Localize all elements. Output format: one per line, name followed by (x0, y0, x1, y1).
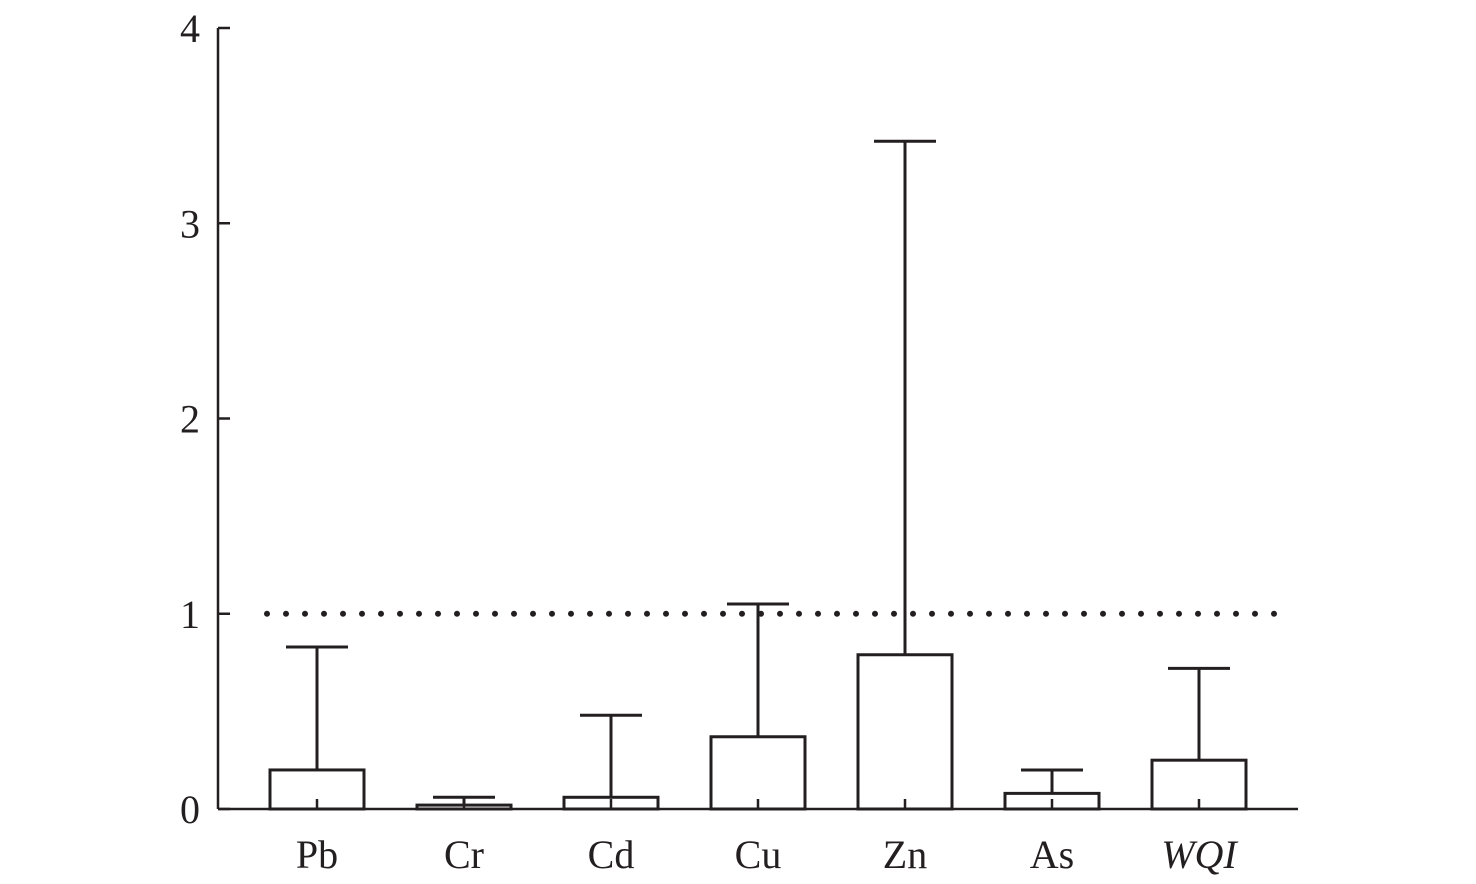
y-tick-label-0: 0 (180, 787, 200, 832)
bar-cu (709, 735, 807, 811)
y-tick-label-2: 2 (180, 397, 200, 442)
y-tick-label-4: 4 (180, 6, 200, 51)
bar-zn (856, 653, 954, 811)
y-tick-label-3: 3 (180, 201, 200, 246)
x-tick-label-wqi: WQI (1161, 832, 1238, 877)
bars-layer (268, 139, 1248, 811)
x-tick-label-as: As (1030, 832, 1074, 877)
axes-layer (216, 26, 1298, 811)
labels-layer: Pb Cr Cd Cu Zn As WQI 0 1 2 3 4 (180, 6, 1238, 877)
x-tick-label-cu: Cu (735, 832, 782, 877)
y-tick-label-1: 1 (180, 592, 200, 637)
x-tick-label-cd: Cd (588, 832, 635, 877)
x-tick-label-cr: Cr (444, 832, 484, 877)
x-tick-label-pb: Pb (296, 832, 338, 877)
x-tick-label-zn: Zn (883, 832, 927, 877)
